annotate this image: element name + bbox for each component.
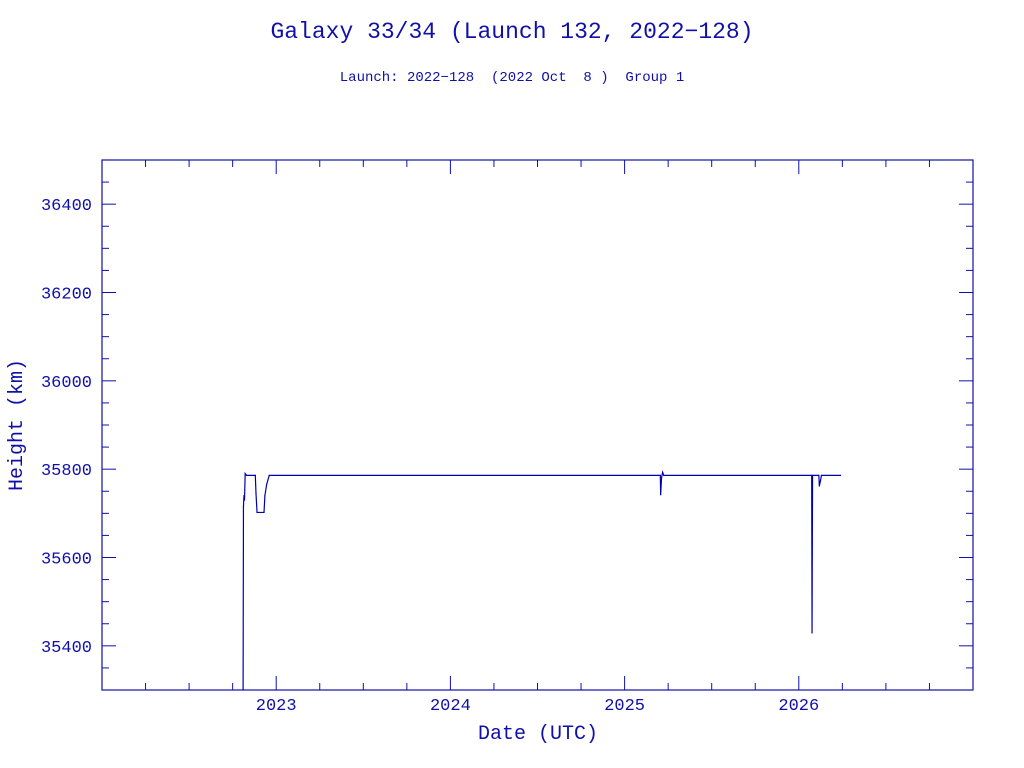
data-point <box>242 689 244 690</box>
data-point <box>254 474 256 476</box>
x-tick-label: 2025 <box>604 697 645 716</box>
chart-subtitle: Launch: 2022−128 (2022 Oct 8 ) Group 1 <box>340 70 684 86</box>
height-series-line <box>242 470 841 690</box>
data-point <box>659 474 661 476</box>
axis-ticks: 2023 2024 2025 2026 35400 35600 35800 36000 3620… <box>41 159 974 716</box>
data-point <box>243 499 246 501</box>
data-point <box>811 474 813 476</box>
data-point <box>244 472 246 475</box>
data-point <box>818 474 820 476</box>
data-point <box>263 511 265 514</box>
data-point <box>661 471 664 473</box>
y-axis-label: Height (km) <box>6 359 29 491</box>
y-tick-label: 36400 <box>41 197 92 216</box>
data-point <box>266 484 268 486</box>
data-point <box>819 479 822 481</box>
y-tick-label: 36200 <box>41 286 92 305</box>
data-point <box>242 506 245 508</box>
x-tick-label: 2024 <box>430 697 471 716</box>
data-point <box>660 494 662 496</box>
data-point <box>256 511 258 514</box>
plot-frame <box>101 159 974 691</box>
data-point <box>255 492 257 495</box>
x-tick-label: 2023 <box>256 697 297 716</box>
data-point <box>840 474 842 476</box>
data-point <box>245 474 248 476</box>
chart-title: Galaxy 33/34 (Launch 132, 2022−128) <box>270 19 753 45</box>
data-point <box>820 474 823 476</box>
data-point <box>268 474 270 476</box>
y-tick-label: 35800 <box>41 462 92 481</box>
y-tick-label: 35400 <box>41 639 92 658</box>
data-point <box>811 632 813 634</box>
data-point <box>811 474 814 476</box>
y-tick-label: 35600 <box>41 551 92 570</box>
data-point <box>663 474 665 476</box>
data-point <box>264 495 266 497</box>
series-group <box>242 470 842 690</box>
data-point <box>818 485 820 487</box>
y-tick-label: 36000 <box>41 374 92 393</box>
data-point <box>243 495 245 497</box>
x-tick-label: 2026 <box>778 697 819 716</box>
x-axis-label: Date (UTC) <box>478 723 598 746</box>
data-point <box>660 477 663 479</box>
